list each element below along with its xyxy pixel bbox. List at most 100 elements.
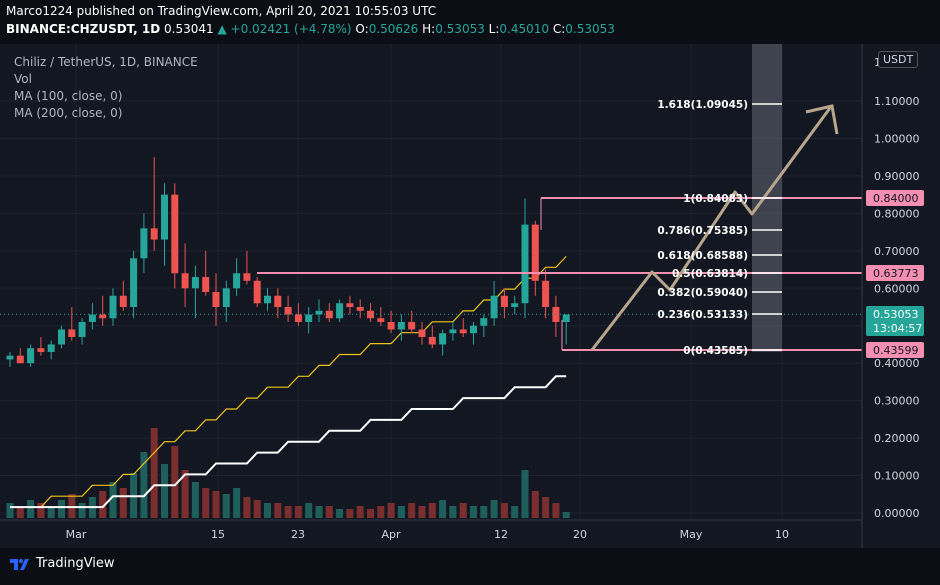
fib-level-label: 0(0.43585) <box>683 345 748 357</box>
price-axis-label: 1 <box>874 56 881 69</box>
price-axis-label: 0.40000 <box>874 357 920 370</box>
volume-bar <box>294 506 302 518</box>
volume-bar <box>58 500 65 518</box>
price-axis-label: 0.30000 <box>874 395 920 408</box>
candle-body <box>161 194 168 240</box>
fib-level-label: 1(0.84083) <box>683 193 748 205</box>
candle-body <box>397 321 405 330</box>
candle-body <box>552 307 560 322</box>
symbol-ohlc-line: BINANCE:CHZUSDT, 1D 0.53041 ▲ +0.02421 (… <box>6 22 615 36</box>
price-axis-label: 0.60000 <box>874 282 920 295</box>
volume-bar <box>284 506 292 518</box>
projection-arrowhead <box>805 104 839 135</box>
volume-bar <box>367 509 374 518</box>
fib-level-label: 0.236(0.53133) <box>657 309 748 321</box>
time-axis-label: May <box>680 528 703 541</box>
candle-body <box>418 329 426 337</box>
low-value: 0.45010 <box>499 22 550 36</box>
price-tag-084: 0.84000 <box>873 192 919 205</box>
price-axis-label: 0.80000 <box>874 207 920 220</box>
candle-body <box>109 295 117 319</box>
candle-body <box>284 307 292 315</box>
candle-body <box>305 314 313 322</box>
candle-body <box>58 329 65 345</box>
fib-level-label: 1.618(1.09045) <box>657 99 748 111</box>
candle-body <box>387 321 395 330</box>
candle-body <box>346 303 354 307</box>
price-axis-label: 0.00000 <box>874 507 920 520</box>
volume-bar <box>511 506 519 518</box>
volume-bar <box>6 503 14 518</box>
fib-level-label: 0.5(0.63814) <box>672 268 748 280</box>
fib-level-label: 0.786(0.75385) <box>657 225 748 237</box>
volume-bar <box>16 506 24 518</box>
volume-bar <box>150 428 158 518</box>
chart-legend: Chiliz / TetherUS, 1D, BINANCE Vol MA (1… <box>14 54 198 122</box>
projection-path <box>590 107 832 351</box>
candle-body <box>47 344 55 352</box>
candle-body <box>99 314 107 319</box>
candle-body <box>439 333 447 345</box>
volume-bar <box>202 488 210 518</box>
currency-badge[interactable]: USDT <box>878 51 919 68</box>
candle-body <box>202 277 210 293</box>
candle-body <box>356 307 364 311</box>
volume-bar <box>562 512 570 518</box>
candle-body <box>27 348 35 364</box>
price-tag-0637-bg <box>866 265 924 281</box>
volume-bar <box>37 503 45 518</box>
volume-bar <box>109 482 117 518</box>
candle-body <box>181 273 189 289</box>
fib-level-label: 0.618(0.68588) <box>657 250 748 262</box>
open-value: 0.50626 <box>368 22 419 36</box>
time-axis-label: 12 <box>494 528 508 541</box>
candle-body <box>500 295 508 307</box>
candle-body <box>531 224 539 281</box>
price-axis-label: 0.10000 <box>874 470 920 483</box>
legend-title: Chiliz / TetherUS, 1D, BINANCE <box>14 55 198 69</box>
candle-body <box>521 224 529 304</box>
candle-body <box>150 228 158 240</box>
footer-brand: TradingView <box>36 556 115 571</box>
volume-bar <box>171 446 179 518</box>
time-axis-label: Mar <box>66 528 87 541</box>
price-tag-0436-bg <box>866 342 924 358</box>
candle-body <box>377 318 385 322</box>
symbol-label: BINANCE:CHZUSDT, 1D <box>6 22 161 36</box>
last-price-tag-bg <box>866 306 924 336</box>
volume-bar <box>480 506 488 518</box>
price-axis-label: 0.20000 <box>874 432 920 445</box>
candle-body <box>233 273 241 289</box>
volume-bar <box>552 503 560 518</box>
open-label: O: <box>355 22 369 36</box>
candle-body <box>408 321 416 330</box>
candle-body <box>562 314 570 322</box>
candle-body <box>459 329 467 334</box>
volume-bar <box>161 464 168 518</box>
volume-bar <box>222 494 230 518</box>
candle-body <box>490 295 498 319</box>
time-axis-label: 23 <box>291 528 305 541</box>
publish-header: Marco1224 published on TradingView.com, … <box>0 0 940 44</box>
price-axis-label: 1.00000 <box>874 132 920 145</box>
volume-bar <box>99 491 107 518</box>
candle-body <box>428 336 436 345</box>
candle-body <box>470 325 477 334</box>
volume-bar <box>470 506 477 518</box>
candle-body <box>140 228 148 259</box>
price-axis-label: 0.70000 <box>874 245 920 258</box>
tradingview-logo[interactable]: TradingView <box>10 556 115 571</box>
volume-bar <box>542 497 550 518</box>
last-price-tag: 0.53053 <box>873 308 919 321</box>
volume-bar <box>27 500 35 518</box>
price-axis-label: 1.10000 <box>874 95 920 108</box>
candle-body <box>6 355 14 360</box>
candle-body <box>243 273 251 281</box>
volume-bar <box>336 509 344 518</box>
volume-bar <box>346 509 354 518</box>
candle-body <box>68 329 76 337</box>
candle-body <box>264 295 271 304</box>
low-label: L: <box>488 22 500 36</box>
candle-body <box>119 295 127 307</box>
